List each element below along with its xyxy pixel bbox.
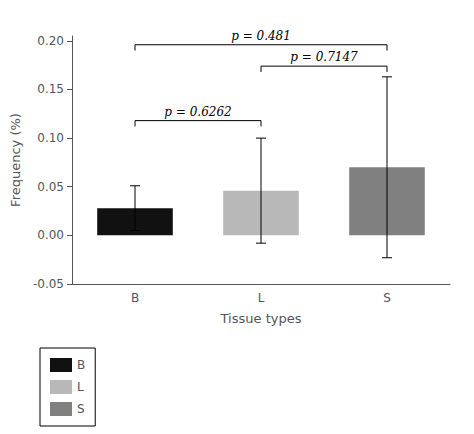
svg-text:0.05: 0.05 [37,180,64,194]
svg-text:0.15: 0.15 [37,82,64,96]
svg-text:S: S [77,402,85,416]
svg-text:p = 0.7147: p = 0.7147 [290,50,358,64]
svg-text:B: B [77,358,85,372]
svg-text:Frequency (%): Frequency (%) [8,113,23,207]
svg-text:L: L [77,380,84,394]
svg-text:0.10: 0.10 [37,131,64,145]
svg-text:0.20: 0.20 [37,34,64,48]
svg-text:L: L [258,291,265,305]
svg-text:-0.05: -0.05 [33,277,64,291]
svg-text:S: S [383,291,391,305]
svg-text:B: B [131,291,139,305]
svg-text:p = 0.6262: p = 0.6262 [164,105,231,119]
svg-text:0.00: 0.00 [37,228,64,242]
svg-text:Tissue types: Tissue types [220,311,302,326]
svg-text:p = 0.481: p = 0.481 [231,29,291,43]
